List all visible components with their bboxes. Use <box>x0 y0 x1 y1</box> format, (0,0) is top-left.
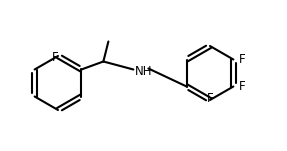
Text: F: F <box>207 92 213 105</box>
Text: NH: NH <box>134 65 152 78</box>
Text: F: F <box>238 80 245 93</box>
Text: F: F <box>52 51 58 64</box>
Text: F: F <box>238 53 245 66</box>
